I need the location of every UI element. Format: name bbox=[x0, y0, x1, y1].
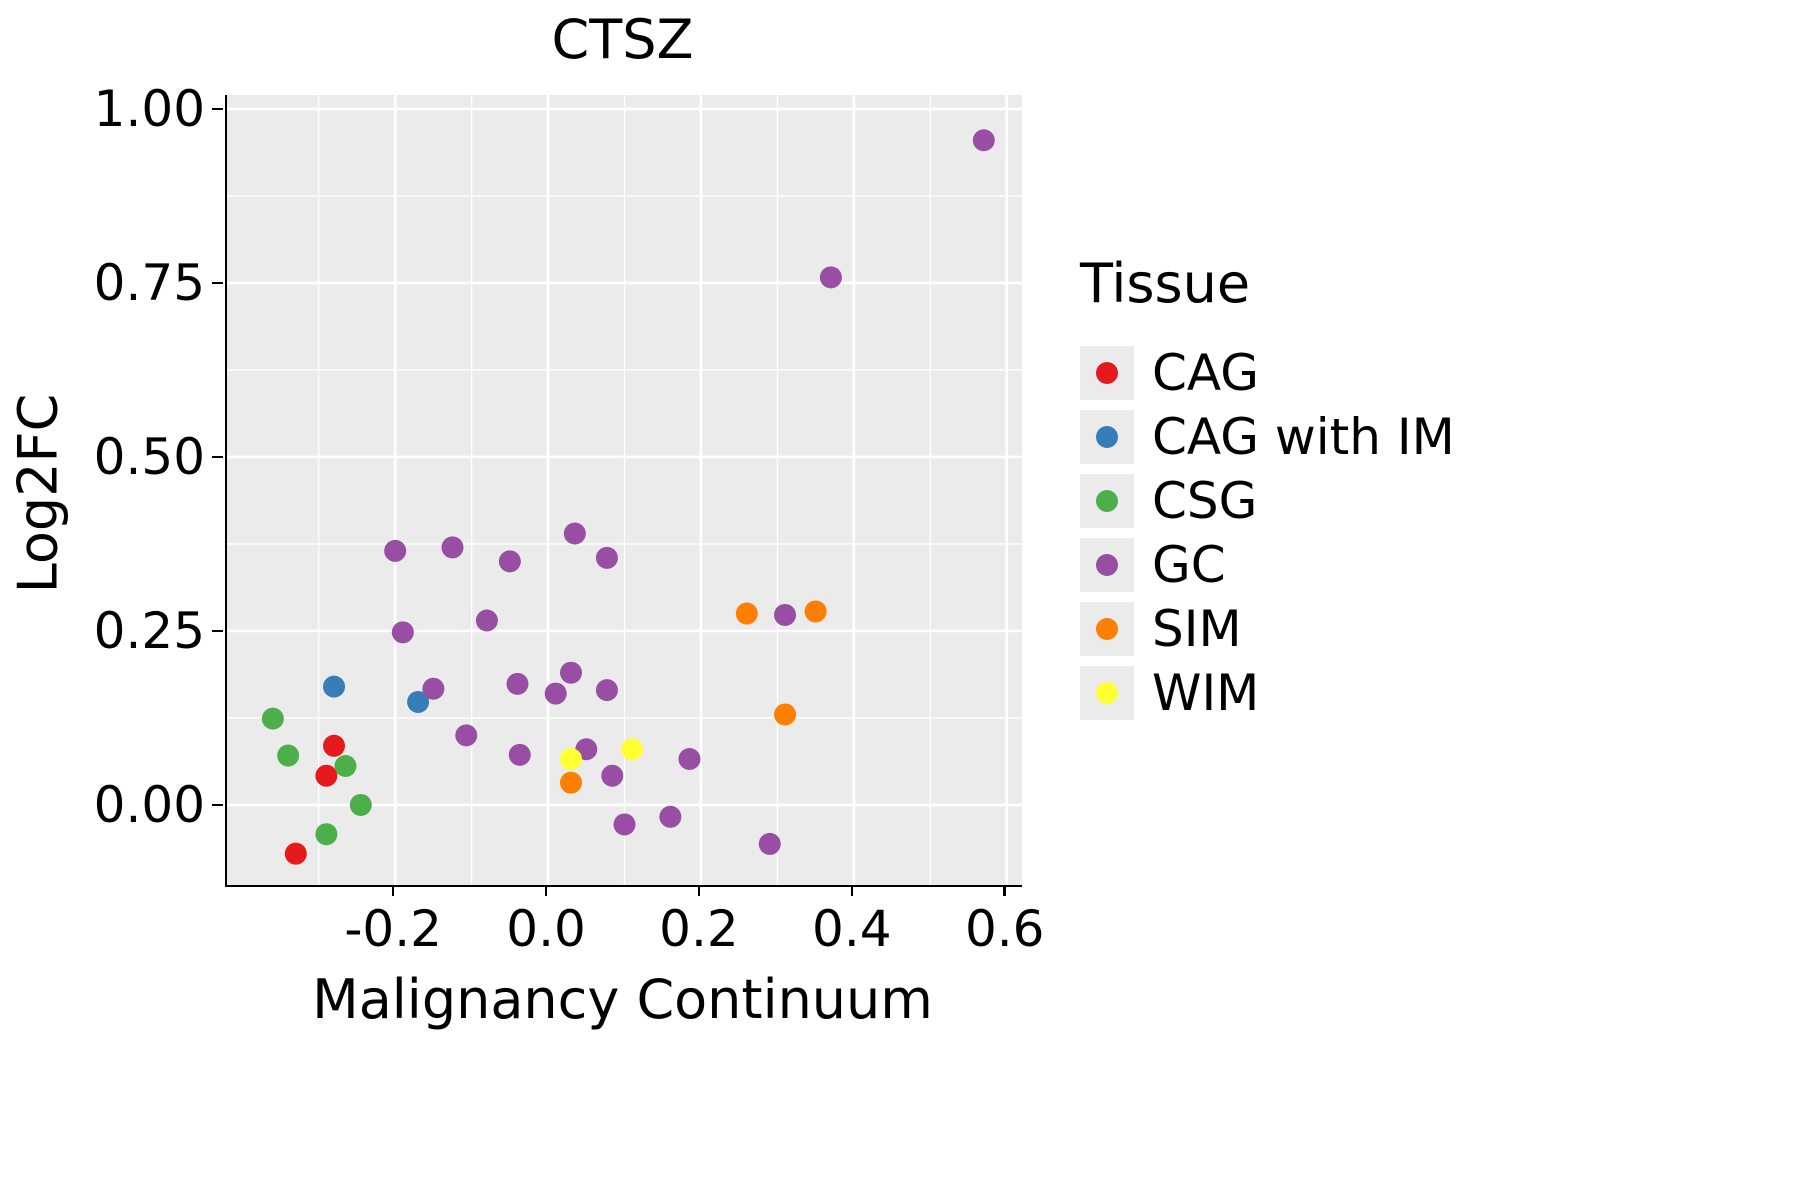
y-tick-mark bbox=[212, 803, 223, 807]
legend-dot-icon bbox=[1096, 426, 1118, 448]
y-tick-mark bbox=[212, 629, 223, 633]
y-tick-mark bbox=[212, 281, 223, 285]
legend-key-swatch bbox=[1080, 666, 1134, 720]
y-tick-label: 0.75 bbox=[93, 253, 205, 312]
legend-item-label: CSG bbox=[1152, 472, 1258, 530]
legend-item-label: GC bbox=[1152, 536, 1226, 594]
scatter-plot bbox=[227, 95, 1022, 885]
y-tick-label: 1.00 bbox=[93, 79, 205, 138]
y-tick-label: 0.25 bbox=[93, 601, 205, 660]
x-tick-mark bbox=[544, 885, 548, 896]
plot-panel bbox=[225, 95, 1022, 887]
x-tick-mark bbox=[1003, 885, 1006, 896]
legend-items: CAG CAG with IM CSG GC SIM WIM bbox=[1080, 341, 1455, 725]
legend-title: Tissue bbox=[1080, 252, 1251, 315]
y-tick-label: 0.50 bbox=[93, 427, 205, 486]
legend-item: SIM bbox=[1080, 597, 1455, 661]
legend-item-label: WIM bbox=[1152, 664, 1260, 722]
legend-item: CAG bbox=[1080, 341, 1455, 405]
legend-dot-icon bbox=[1096, 362, 1118, 384]
x-tick-mark bbox=[850, 885, 854, 896]
y-tick-label: 0.00 bbox=[93, 775, 205, 834]
legend-key-swatch bbox=[1080, 346, 1134, 400]
legend-item-label: SIM bbox=[1152, 600, 1242, 658]
legend-key-swatch bbox=[1080, 474, 1134, 528]
legend-item: CAG with IM bbox=[1080, 405, 1455, 469]
legend-item-label: CAG bbox=[1152, 344, 1259, 402]
x-tick-label: 0.4 bbox=[812, 900, 892, 958]
legend-dot-icon bbox=[1096, 618, 1118, 640]
chart-title: CTSZ bbox=[551, 8, 694, 71]
x-tick-mark bbox=[391, 885, 395, 896]
legend-item-label: CAG with IM bbox=[1152, 408, 1455, 466]
x-tick-mark bbox=[697, 885, 701, 896]
legend-item: GC bbox=[1080, 533, 1455, 597]
y-tick-mark bbox=[212, 455, 223, 459]
x-tick-label: 0.0 bbox=[506, 900, 586, 958]
x-tick-label: -0.2 bbox=[344, 900, 442, 958]
x-axis-label: Malignancy Continuum bbox=[312, 968, 933, 1031]
legend-dot-icon bbox=[1096, 554, 1118, 576]
legend-dot-icon bbox=[1096, 490, 1118, 512]
legend-item: WIM bbox=[1080, 661, 1455, 725]
legend-dot-icon bbox=[1096, 682, 1118, 704]
y-tick-mark bbox=[212, 107, 223, 111]
legend-item: CSG bbox=[1080, 469, 1455, 533]
legend-key-swatch bbox=[1080, 602, 1134, 656]
x-tick-label: 0.2 bbox=[659, 900, 739, 958]
x-tick-label: 0.6 bbox=[964, 900, 1045, 958]
legend: Tissue CAG CAG with IM CSG GC SIM WIM bbox=[1080, 252, 1455, 725]
legend-key-swatch bbox=[1080, 538, 1134, 592]
legend-key-swatch bbox=[1080, 410, 1134, 464]
